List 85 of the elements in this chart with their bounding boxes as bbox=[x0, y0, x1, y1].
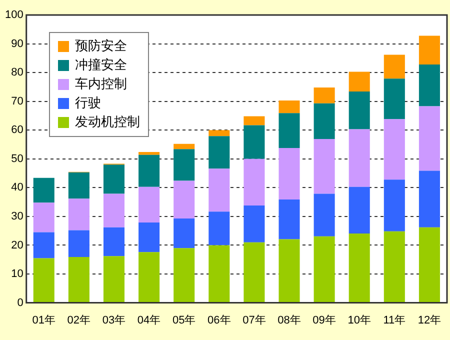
y-tick-label: 60 bbox=[11, 124, 24, 136]
bar bbox=[208, 245, 230, 302]
bar bbox=[314, 139, 335, 194]
bar bbox=[174, 180, 195, 218]
bar bbox=[208, 168, 230, 212]
bar bbox=[348, 92, 370, 130]
y-tick-label: 40 bbox=[11, 182, 24, 194]
bar bbox=[103, 194, 125, 228]
bar bbox=[384, 54, 405, 79]
bar bbox=[33, 232, 54, 258]
bar bbox=[68, 257, 90, 302]
bar bbox=[244, 125, 265, 159]
y-tick-label: 70 bbox=[11, 95, 24, 108]
bar bbox=[278, 113, 300, 148]
bar bbox=[348, 233, 370, 302]
legend-label: 冲撞安全 bbox=[75, 57, 127, 75]
bar bbox=[384, 119, 405, 180]
x-tick-label: 02年 bbox=[67, 314, 91, 326]
bar bbox=[68, 230, 90, 258]
bar bbox=[244, 158, 265, 206]
y-tick-label: 30 bbox=[11, 210, 24, 222]
x-tick-label: 03年 bbox=[102, 314, 126, 326]
bar bbox=[348, 72, 370, 92]
y-tick-label: 80 bbox=[11, 66, 24, 79]
x-tick-label: 07年 bbox=[242, 314, 266, 326]
bar bbox=[278, 148, 300, 200]
x-tick-label: 09年 bbox=[312, 314, 336, 326]
bar bbox=[278, 100, 300, 114]
x-tick-label: 12年 bbox=[418, 314, 442, 326]
x-tick-label: 06年 bbox=[208, 314, 231, 326]
legend-label: 预防安全 bbox=[75, 38, 127, 56]
bar bbox=[138, 252, 160, 302]
x-tick-label: 05年 bbox=[172, 314, 196, 326]
bar bbox=[33, 258, 54, 302]
bar bbox=[418, 170, 440, 228]
bar bbox=[68, 172, 90, 199]
bar bbox=[103, 256, 125, 302]
bar bbox=[208, 136, 230, 169]
bar bbox=[278, 199, 300, 240]
bar bbox=[103, 164, 125, 194]
legend-label: 行驶 bbox=[75, 95, 101, 113]
bar bbox=[384, 78, 405, 120]
bar bbox=[174, 218, 195, 248]
bar bbox=[208, 130, 230, 136]
bar bbox=[68, 198, 90, 230]
y-tick-label: 0 bbox=[17, 296, 24, 309]
y-tick-label: 50 bbox=[11, 152, 24, 165]
bar bbox=[174, 144, 195, 150]
bar bbox=[138, 152, 160, 155]
bar bbox=[278, 239, 300, 302]
bar bbox=[244, 206, 265, 242]
x-tick-label: 10年 bbox=[348, 314, 371, 326]
legend-label: 车内控制 bbox=[75, 76, 127, 94]
bar bbox=[418, 227, 440, 302]
bar bbox=[208, 212, 230, 246]
bar bbox=[138, 186, 160, 223]
x-tick-label: 01年 bbox=[32, 314, 56, 326]
y-tick-label: 100 bbox=[4, 9, 24, 22]
bar bbox=[174, 248, 195, 302]
bar bbox=[103, 227, 125, 256]
bar bbox=[138, 154, 160, 187]
bar bbox=[384, 231, 405, 302]
bar bbox=[348, 129, 370, 187]
bar bbox=[33, 202, 54, 232]
bar bbox=[244, 116, 265, 126]
x-tick-label: 11年 bbox=[383, 314, 406, 326]
bar bbox=[244, 242, 265, 302]
bar bbox=[418, 106, 440, 171]
x-tick-label: 08年 bbox=[278, 314, 301, 326]
bar bbox=[314, 236, 335, 302]
y-tick-label: 90 bbox=[11, 38, 24, 50]
bar bbox=[418, 64, 440, 106]
bar bbox=[314, 103, 335, 140]
bar bbox=[314, 88, 335, 104]
bar bbox=[314, 194, 335, 236]
bar bbox=[174, 149, 195, 181]
bar bbox=[418, 36, 440, 64]
bar bbox=[138, 222, 160, 252]
bar bbox=[33, 178, 54, 203]
x-tick-label: 04年 bbox=[137, 314, 161, 326]
y-tick-label: 10 bbox=[11, 268, 24, 280]
bar bbox=[384, 180, 405, 232]
legend-label: 发动机控制 bbox=[75, 114, 140, 132]
y-tick-label: 20 bbox=[11, 239, 24, 252]
bar bbox=[348, 186, 370, 234]
